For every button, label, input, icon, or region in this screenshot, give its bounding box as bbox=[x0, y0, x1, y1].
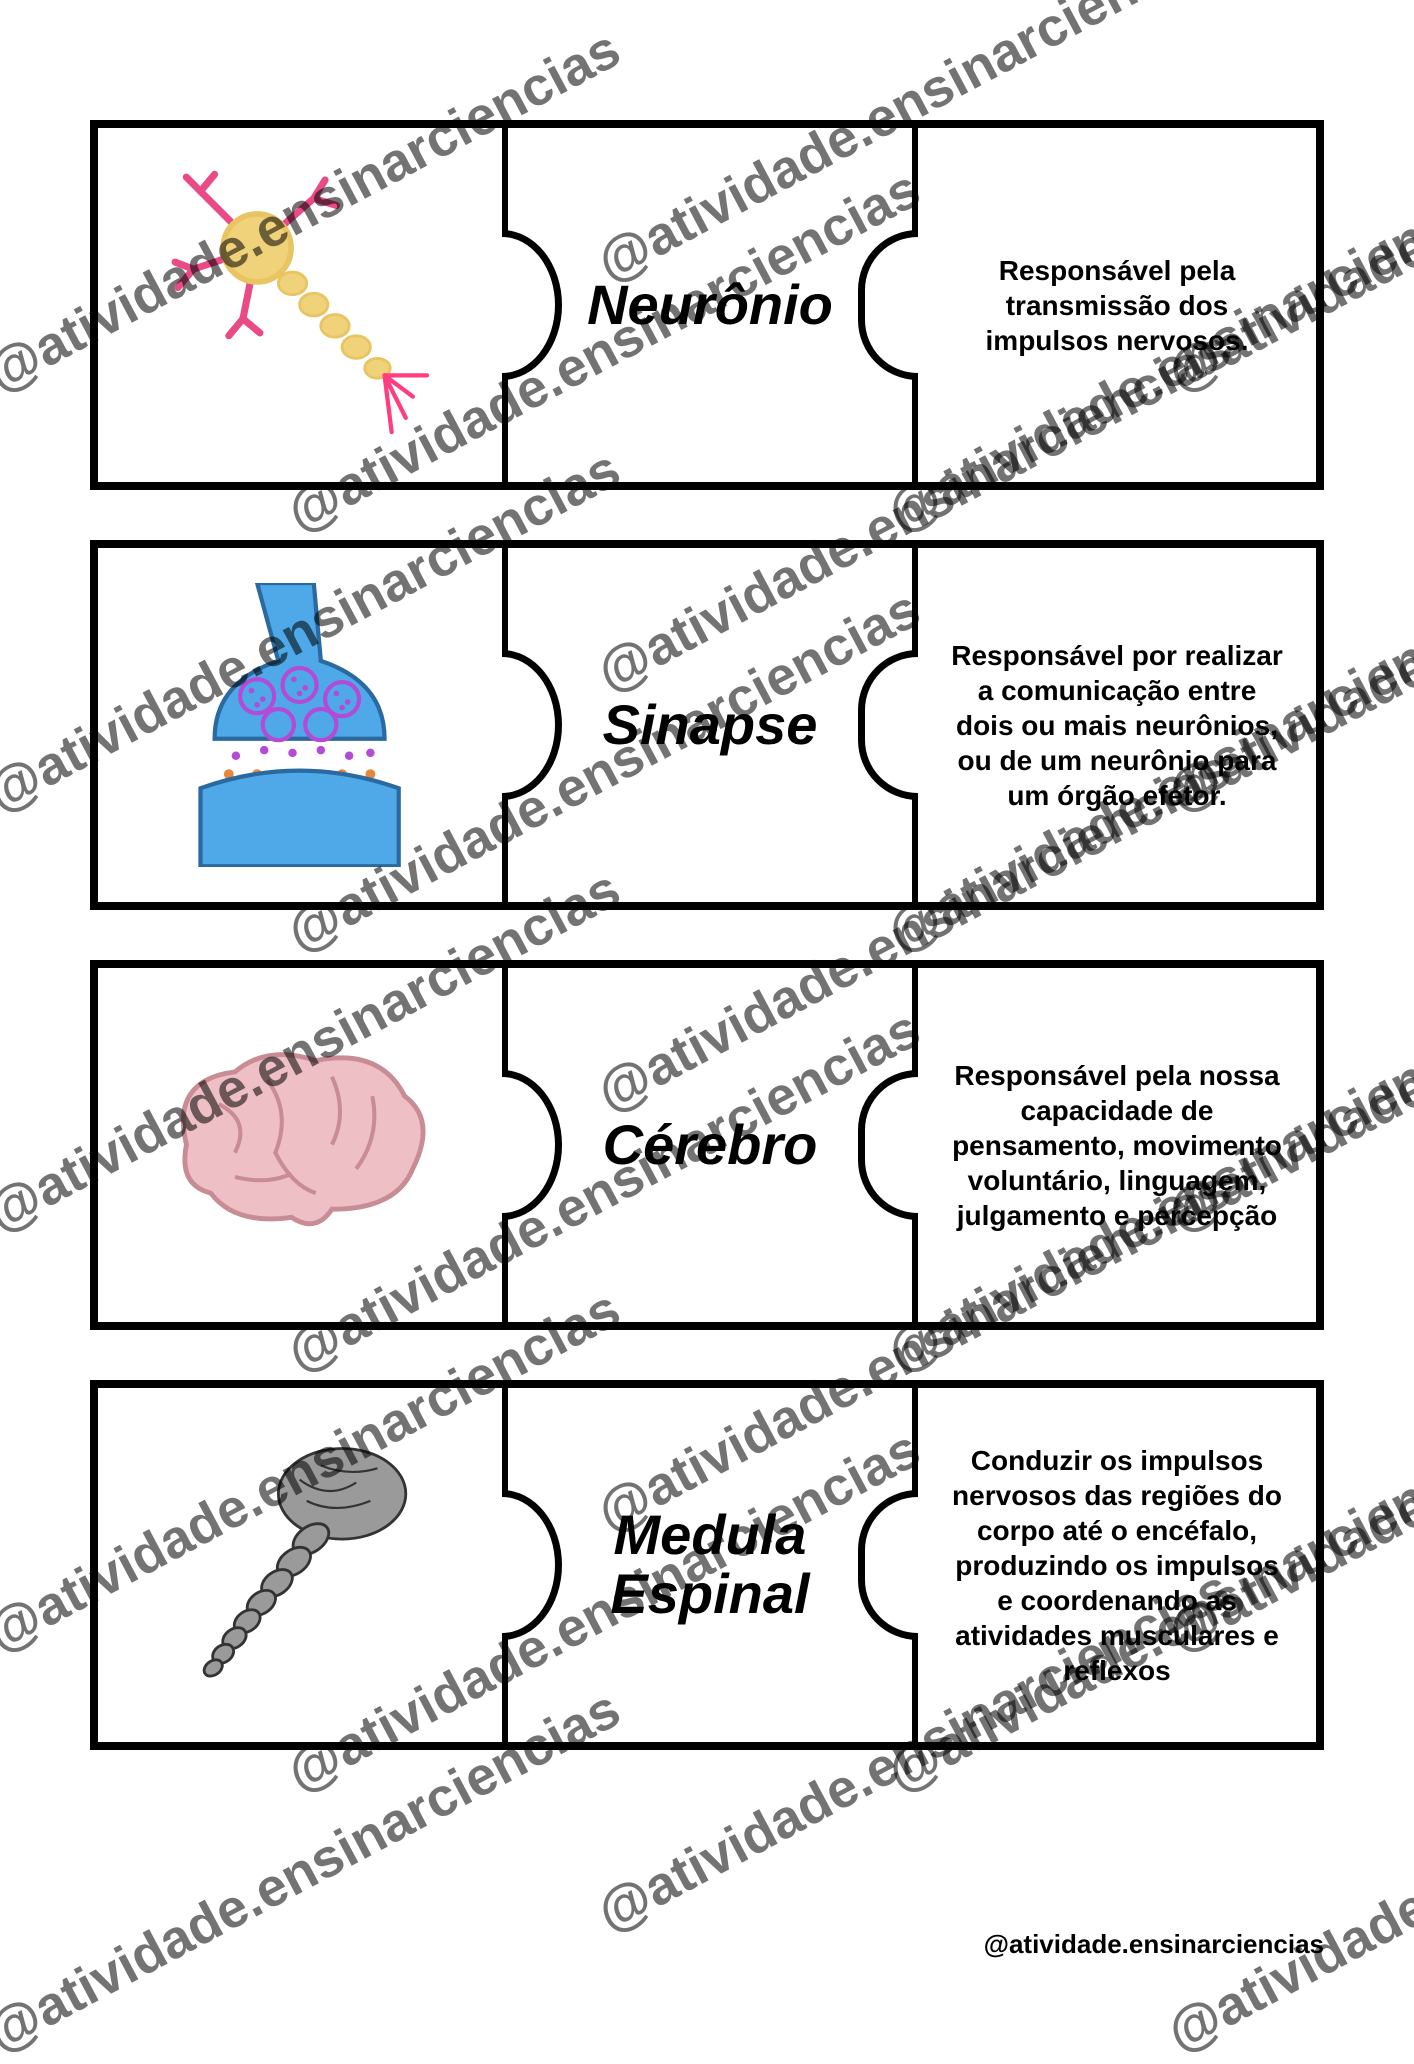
row-title: Sinapse bbox=[603, 696, 818, 755]
neuron-icon bbox=[98, 128, 502, 482]
puzzle-row-neuron: Neurônio Responsável pela transmissão do… bbox=[90, 120, 1324, 490]
puzzle-row-spinal: Medula Espinal Conduzir os impulsos nerv… bbox=[90, 1380, 1324, 1750]
puzzle-row-synapse: Sinapse Responsável por realizar a comun… bbox=[90, 540, 1324, 910]
row-title: Medula Espinal bbox=[508, 1506, 912, 1624]
brain-icon bbox=[98, 968, 502, 1322]
spinal-cord-icon bbox=[98, 1388, 502, 1742]
puzzle-row-brain: Cérebro Responsável pela nossa capacidad… bbox=[90, 960, 1324, 1330]
row-description: Responsável pela transmissão dos impulso… bbox=[948, 253, 1286, 358]
puzzle-piece-title: Neurônio bbox=[508, 128, 918, 482]
puzzle-piece-description: Responsável pela nossa capacidade de pen… bbox=[918, 968, 1316, 1322]
puzzle-piece-description: Responsável por realizar a comunicação e… bbox=[918, 548, 1316, 902]
puzzle-piece-image bbox=[98, 128, 508, 482]
puzzle-piece-image bbox=[98, 968, 508, 1322]
row-description: Responsável por realizar a comunicação e… bbox=[948, 638, 1286, 813]
synapse-icon bbox=[98, 548, 502, 902]
row-description: Responsável pela nossa capacidade de pen… bbox=[948, 1058, 1286, 1233]
footer-credit: @atividade.ensinarciencias bbox=[984, 1929, 1324, 1960]
row-title: Cérebro bbox=[603, 1116, 818, 1175]
puzzle-piece-description: Responsável pela transmissão dos impulso… bbox=[918, 128, 1316, 482]
puzzle-piece-title: Medula Espinal bbox=[508, 1388, 918, 1742]
puzzle-piece-title: Sinapse bbox=[508, 548, 918, 902]
puzzle-piece-description: Conduzir os impulsos nervosos das regiõe… bbox=[918, 1388, 1316, 1742]
puzzle-piece-image bbox=[98, 548, 508, 902]
worksheet-page: Neurônio Responsável pela transmissão do… bbox=[0, 0, 1414, 2000]
row-title: Neurônio bbox=[587, 276, 833, 335]
puzzle-piece-image bbox=[98, 1388, 508, 1742]
row-description: Conduzir os impulsos nervosos das regiõe… bbox=[948, 1443, 1286, 1688]
puzzle-piece-title: Cérebro bbox=[508, 968, 918, 1322]
